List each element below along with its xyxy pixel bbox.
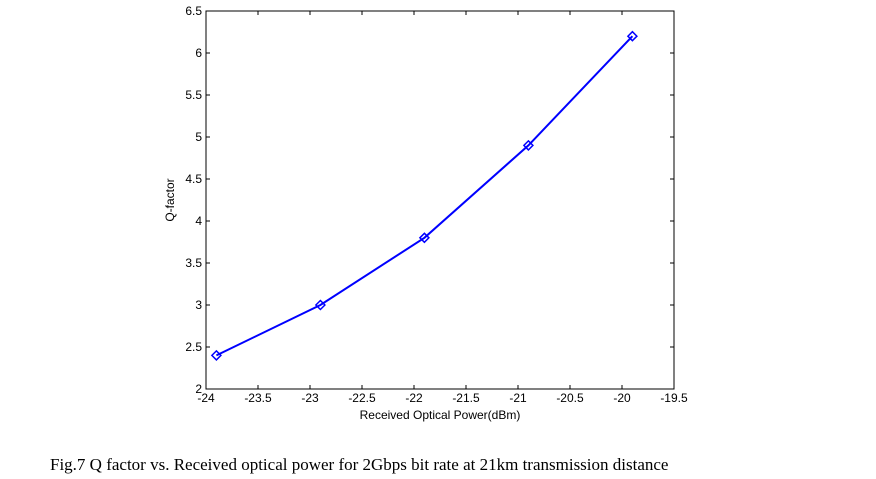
data-point-marker <box>210 349 222 361</box>
y-tick-label: 3 <box>195 298 202 312</box>
y-tick-label: 4 <box>195 214 202 228</box>
x-tick-label: -19.5 <box>660 391 688 405</box>
series-line <box>215 35 634 357</box>
y-tick-label: 3.5 <box>185 256 202 270</box>
x-tick-label: -24 <box>197 391 215 405</box>
data-point-marker <box>314 299 326 311</box>
y-tick-label: 5 <box>195 130 202 144</box>
data-point-marker <box>418 232 430 244</box>
y-tick-label: 4.5 <box>185 172 202 186</box>
y-tick-label: 6.5 <box>185 4 202 18</box>
x-tick-label: -22 <box>405 391 423 405</box>
plot-area <box>205 10 675 390</box>
y-tick-label: 5.5 <box>185 88 202 102</box>
x-tick-label: -21 <box>509 391 527 405</box>
y-tick-label: 2.5 <box>185 340 202 354</box>
x-tick-label: -22.5 <box>348 391 376 405</box>
x-tick-label: -20 <box>613 391 631 405</box>
figure-caption: Fig.7 Q factor vs. Received optical powe… <box>50 455 669 474</box>
y-tick-label: 2 <box>195 382 202 396</box>
x-tick-label: -23 <box>301 391 319 405</box>
y-tick-label: 6 <box>195 46 202 60</box>
data-point-marker <box>626 30 638 42</box>
x-axis-label: Received Optical Power(dBm) <box>360 408 521 422</box>
y-axis-label: Q-factor <box>163 178 177 221</box>
data-point-marker <box>522 139 534 151</box>
x-tick-label: -21.5 <box>452 391 480 405</box>
x-tick-label: -20.5 <box>556 391 584 405</box>
x-tick-label: -23.5 <box>244 391 272 405</box>
